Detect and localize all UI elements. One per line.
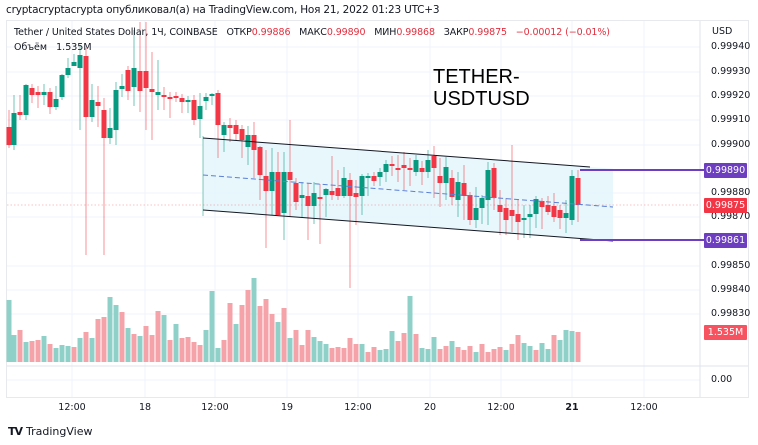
annotation-line-1: TETHER- xyxy=(433,66,520,88)
price-tick-label: 0.00 xyxy=(711,374,733,385)
time-tick-label: 12:00 xyxy=(201,402,229,413)
volume-value: 1.535M xyxy=(56,42,92,53)
price-tick-label: 0.99930 xyxy=(711,66,751,77)
low-label: МИН xyxy=(374,27,397,38)
time-tick-label: 12:00 xyxy=(630,402,658,413)
time-tick-label: 12:00 xyxy=(58,402,86,413)
price-tick-label: 0.99940 xyxy=(711,41,751,52)
change-value: −0.00012 (−0.01%) xyxy=(515,27,610,38)
price-tick-label: 0.99830 xyxy=(711,308,751,319)
volume-label: Объём xyxy=(14,42,48,53)
price-tag: 0.99861 xyxy=(704,233,747,248)
price-tag: 1.535M xyxy=(704,325,747,340)
annotation-line-2: USDTUSD xyxy=(433,88,530,110)
price-tick-label: 0.99880 xyxy=(711,187,751,198)
price-tick-label: 0.99850 xyxy=(711,260,751,271)
price-tick-label: 0.99920 xyxy=(711,90,751,101)
price-axis-currency[interactable]: USD xyxy=(712,26,733,37)
time-tick-label: 12:00 xyxy=(487,402,515,413)
time-tick-label: 20 xyxy=(423,402,437,413)
time-tick-label: 19 xyxy=(280,402,294,413)
tradingview-brand[interactable]: TradingView xyxy=(26,425,93,438)
price-tick-label: 0.99900 xyxy=(711,139,751,150)
publisher-line: cryptacryptacrypta опубликовал(а) на Tra… xyxy=(6,4,440,16)
price-tag: 0.99875 xyxy=(704,198,747,213)
time-tick-label: 18 xyxy=(138,402,152,413)
close-value: 0.99875 xyxy=(468,27,507,38)
tradingview-logo-icon: TV xyxy=(8,425,23,438)
high-label: МАКС xyxy=(299,27,327,38)
symbol-description[interactable]: Tether / United States Dollar, 1Ч, COINB… xyxy=(14,27,218,38)
price-tag: 0.99890 xyxy=(704,163,747,178)
text-annotation[interactable]: TETHER- USDTUSD xyxy=(433,66,530,110)
time-tick-label: 21 xyxy=(565,402,579,413)
volume-legend: Объём 1.535M xyxy=(14,42,92,53)
open-label: ОТКР xyxy=(226,27,252,38)
ohlc-legend: Tether / United States Dollar, 1Ч, COINB… xyxy=(14,27,610,38)
close-label: ЗАКР xyxy=(443,27,469,38)
open-value: 0.99886 xyxy=(251,27,291,38)
time-tick-label: 12:00 xyxy=(344,402,372,413)
high-value: 0.99890 xyxy=(326,27,366,38)
chart-frame xyxy=(6,20,749,398)
low-value: 0.99868 xyxy=(396,27,435,38)
price-tick-label: 0.99910 xyxy=(711,114,751,125)
price-tick-label: 0.99870 xyxy=(711,211,751,222)
footer: TV TradingView xyxy=(8,425,93,438)
price-tick-label: 0.99840 xyxy=(711,284,751,295)
